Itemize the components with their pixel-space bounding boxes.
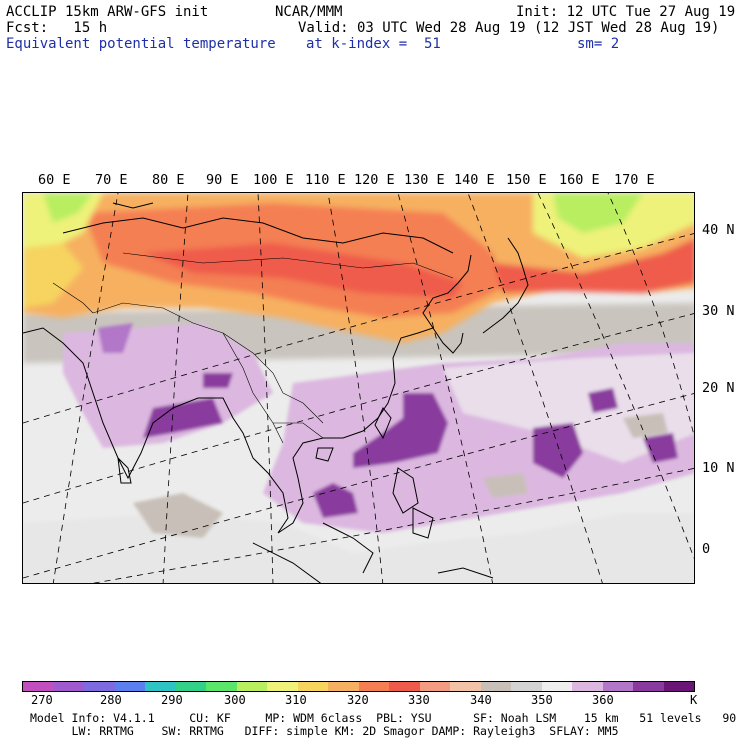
graticule <box>23 193 694 583</box>
forecast-hour: Fcst: 15 h <box>6 20 108 36</box>
colorbar-swatch <box>389 682 420 691</box>
colorbar-label: 360 <box>592 693 614 707</box>
colorbar-swatch <box>358 682 389 691</box>
colorbar-label: 280 <box>100 693 122 707</box>
colorbar-label: 320 <box>347 693 369 707</box>
lon-label: 140 E <box>454 172 495 188</box>
colorbar-swatch <box>297 682 328 691</box>
colorbar-swatch <box>236 682 267 691</box>
model-info-line2: LW: RRTMG SW: RRTMG DIFF: simple KM: 2D … <box>30 724 619 738</box>
lat-label: 40 N <box>702 222 735 238</box>
colorbar-label: 270 <box>31 693 53 707</box>
colorbar-label: 300 <box>224 693 246 707</box>
map-panel <box>22 192 695 584</box>
colorbar-swatch <box>663 682 694 691</box>
field-name: Equivalent potential temperature <box>6 36 276 52</box>
colorbar-swatch <box>53 682 84 691</box>
model-info-line1: Model Info: V4.1.1 CU: KF MP: WDM 6class… <box>30 711 740 725</box>
colorbar-swatch <box>23 682 54 691</box>
colorbar-swatch <box>602 682 633 691</box>
colorbar-label: 340 <box>470 693 492 707</box>
lon-label: 150 E <box>506 172 547 188</box>
colorbar-swatch <box>206 682 237 691</box>
colorbar-swatch <box>480 682 511 691</box>
lon-label: 90 E <box>206 172 239 188</box>
map-svg <box>23 193 694 583</box>
lon-label: 80 E <box>152 172 185 188</box>
lon-label: 160 E <box>559 172 600 188</box>
colorbar-swatch <box>419 682 450 691</box>
lat-label: 10 N <box>702 460 735 476</box>
lat-label: 30 N <box>702 303 735 319</box>
colorbar-swatch <box>114 682 145 691</box>
colorbar-label: 350 <box>531 693 553 707</box>
colorbar-unit: K <box>690 693 698 707</box>
lon-label: 100 E <box>253 172 294 188</box>
colorbar-swatch <box>145 682 176 691</box>
valid-time: Valid: 03 UTC Wed 28 Aug 19 (12 JST Wed … <box>298 20 720 36</box>
lon-label: 70 E <box>95 172 128 188</box>
lon-label: 110 E <box>305 172 346 188</box>
lon-label: 120 E <box>354 172 395 188</box>
colorbar-label: 330 <box>408 693 430 707</box>
smoothing-label: sm= 2 <box>577 36 620 52</box>
colorbar-swatch <box>175 682 206 691</box>
lat-label: 0 <box>702 541 711 557</box>
colorbar-swatch <box>84 682 115 691</box>
organization-label: NCAR/MMM <box>275 4 343 20</box>
colorbar-label: 310 <box>285 693 307 707</box>
colorbar-swatch <box>633 682 664 691</box>
colorbar-swatch <box>267 682 298 691</box>
init-time: Init: 12 UTC Tue 27 Aug 19 <box>516 4 736 20</box>
colorbar <box>22 681 695 692</box>
lon-label: 60 E <box>38 172 71 188</box>
colorbar-swatch <box>572 682 603 691</box>
warm-field <box>23 193 694 343</box>
lat-label: 20 N <box>702 380 735 396</box>
k-index-label: at k-index = 51 <box>306 36 441 52</box>
colorbar-label: 290 <box>161 693 183 707</box>
model-title: ACCLIP 15km ARW-GFS init <box>6 4 209 20</box>
coastlines <box>23 202 529 583</box>
colorbar-swatch <box>541 682 572 691</box>
moist-field <box>23 323 694 583</box>
colorbar-swatch <box>511 682 542 691</box>
borders <box>52 252 454 444</box>
lon-label: 170 E <box>614 172 655 188</box>
lon-label: 130 E <box>404 172 445 188</box>
colorbar-swatch <box>450 682 481 691</box>
colorbar-swatch <box>328 682 359 691</box>
